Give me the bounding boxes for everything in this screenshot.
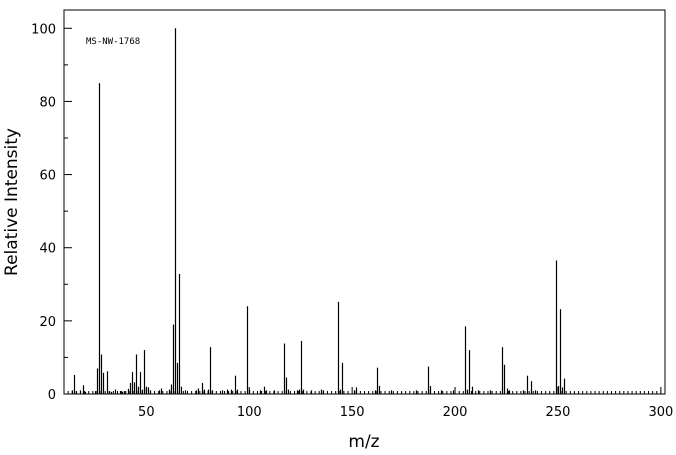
x-tick-label: 150: [340, 405, 365, 420]
plot-frame: [63, 9, 666, 395]
spectrum-id-annotation: MS-NW-1768: [86, 37, 140, 47]
y-tick-label: 40: [39, 242, 56, 257]
axis-ticks: [63, 27, 666, 395]
x-tick-label: 200: [443, 405, 468, 420]
x-tick-labels: 50 100 150 200 250 300: [138, 405, 673, 420]
x-tick-label: 50: [138, 405, 155, 420]
y-tick-label: 100: [31, 22, 56, 37]
x-tick-label: 100: [237, 405, 262, 420]
spectrum-peaks: [71, 28, 566, 394]
y-tick-label: 60: [39, 169, 56, 184]
y-tick-label: 0: [48, 388, 56, 403]
y-tick-label: 80: [39, 95, 56, 110]
x-axis-label: m/z: [348, 432, 379, 452]
y-axis-label: Relative Intensity: [2, 128, 22, 276]
y-tick-labels: 0 20 40 60 80 100: [31, 22, 56, 403]
y-tick-label: 20: [39, 315, 56, 330]
x-tick-label: 250: [546, 405, 571, 420]
x-tick-label: 300: [648, 405, 673, 420]
